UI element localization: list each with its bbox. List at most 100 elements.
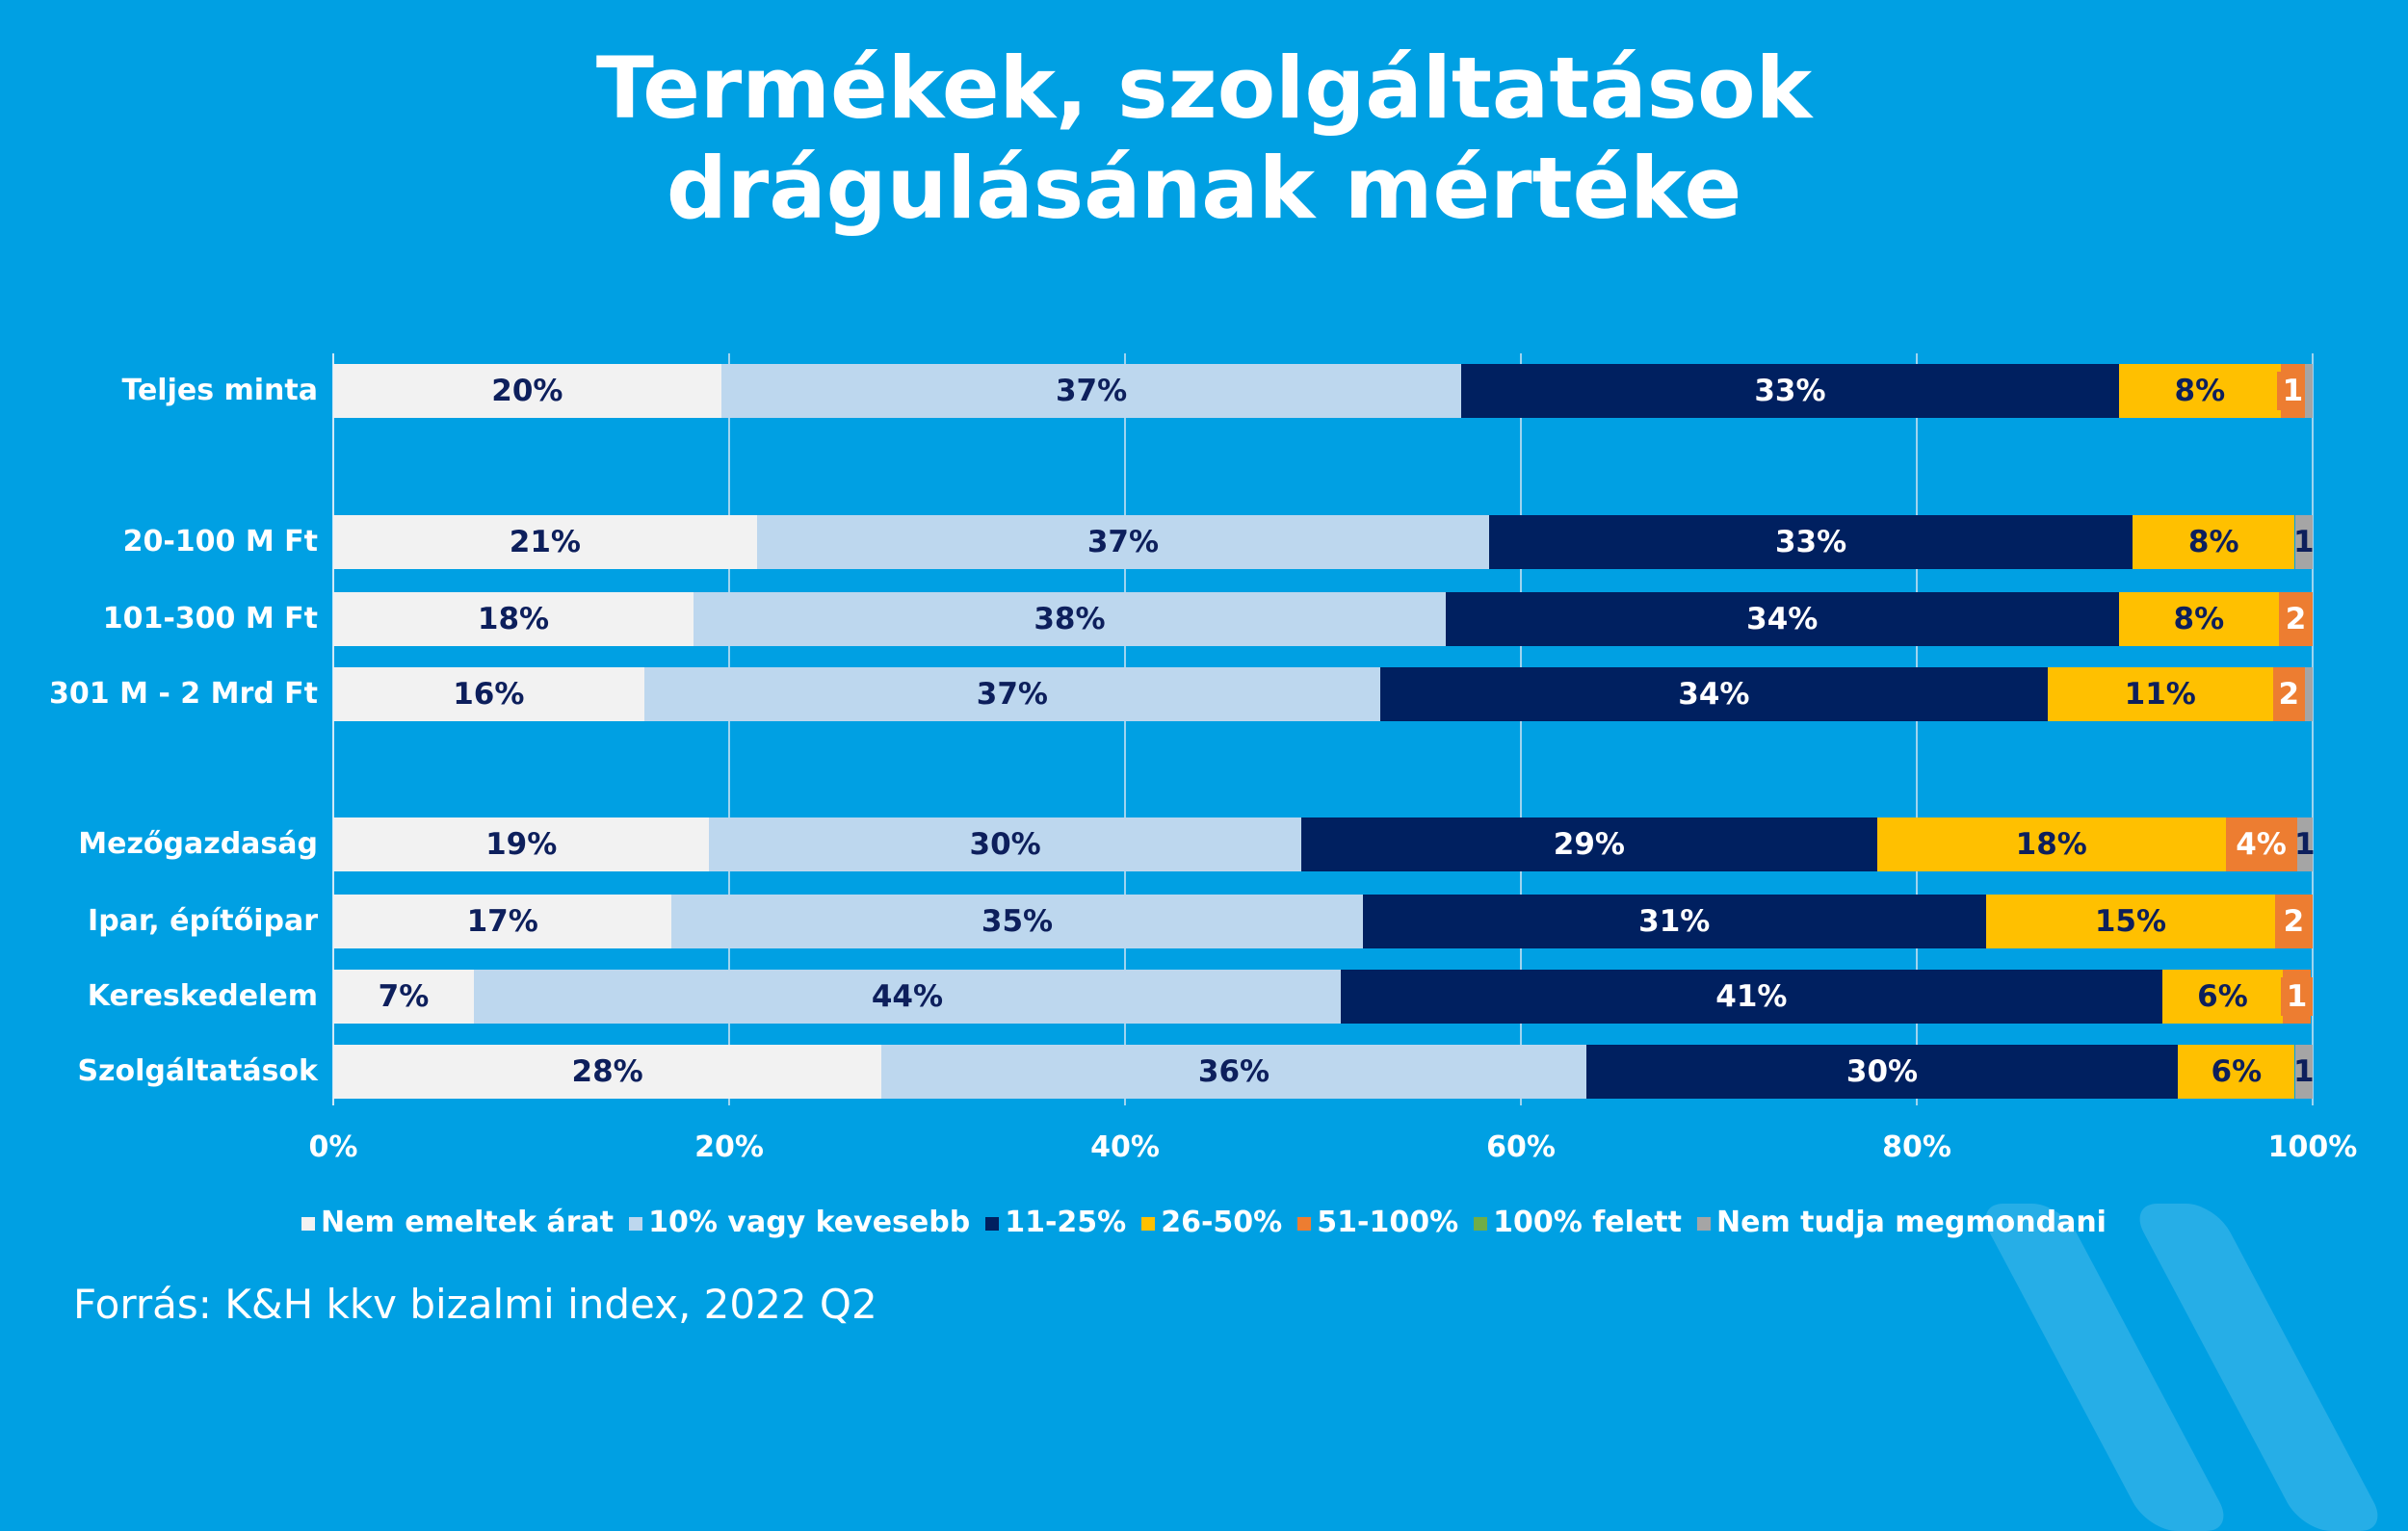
bar-segment: 29% [1300,817,1877,871]
data-label: 37% [976,677,1048,712]
gridline [2312,353,2314,1105]
x-tick-label: 60% [1486,1130,1556,1164]
category-label: Mezőgazdaság [78,827,318,861]
data-label: 36% [1197,1054,1270,1089]
data-label: 2 [2272,675,2306,714]
legend-item: Nem emeltek árat [301,1206,614,1239]
data-label: 15% [2094,904,2167,939]
bar-segment: 17% [333,895,672,948]
data-label: 44% [871,979,944,1014]
bar-segment: 28% [333,1045,882,1099]
bar-segment: 35% [671,895,1363,948]
bar-segment: 1 [2293,817,2316,871]
legend-swatch [1141,1216,1156,1231]
gridline [1520,353,1522,1105]
stacked-bar-chart: 0% 20% 40% 60% 80% 100% Teljes minta 20% 37% 33% 8… [49,353,2358,1164]
legend-item: 26-50% [1141,1206,1282,1239]
data-label: 34% [1678,677,1750,712]
data-label: 37% [1086,525,1160,559]
data-label: 1 [2293,827,2316,862]
category-label: 20-100 M Ft [122,525,318,558]
bar-segment: 37% [756,515,1490,569]
legend-swatch [985,1216,1000,1231]
x-tick-label: 40% [1090,1130,1160,1164]
data-label: 31% [1638,904,1711,939]
bar-segment: 2 [2279,592,2313,646]
category-label: Teljes minta [121,374,318,407]
source-note: Forrás: K&H kkv bizalmi index, 2022 Q2 [73,1281,877,1328]
legend-swatch [1696,1216,1711,1231]
chart-title: Termékek, szolgáltatások drágulásának mé… [0,39,2408,239]
data-label: 30% [1845,1054,1919,1089]
bar-segment: 8% [2118,592,2280,646]
title-line-2: drágulásának mértéke [666,139,1742,238]
data-label: 34% [1746,602,1819,636]
bar-segment: 37% [720,364,1462,418]
bar-segment: 4% [2225,817,2297,871]
bar-segment: 7% [333,970,474,1024]
gridline [1124,353,1126,1105]
x-tick-label: 0% [308,1130,358,1164]
data-label: 2 [2279,600,2313,638]
bar-segment: 44% [473,970,1341,1024]
data-label: 1 [2280,977,2314,1016]
bar-segment: 15% [1985,895,2275,948]
bar-segment: 30% [1585,1045,2179,1099]
bar-segment: 33% [1461,364,2119,418]
data-label: 8% [2187,525,2239,559]
legend-item: 51-100% [1297,1206,1458,1239]
data-label: 20% [491,374,563,408]
data-label: 35% [981,904,1054,939]
legend-swatch [1297,1216,1312,1231]
gridline [728,353,730,1105]
legend-swatch [1474,1216,1488,1231]
gridline [1916,353,1918,1105]
legend-label: 51-100% [1317,1206,1459,1239]
legend-swatch [301,1216,316,1231]
data-label: 33% [1754,374,1826,408]
data-label: 18% [477,602,550,636]
data-label: 1 [2276,372,2310,410]
data-label: 1 [2292,1054,2315,1089]
data-label: 17% [466,904,538,939]
bar-segment: 2 [2272,667,2306,721]
bar-segment: 1 [2276,364,2310,418]
bar-segment: 41% [1340,970,2162,1024]
category-label: Ipar, építőipar [88,904,318,938]
data-label: 30% [969,827,1041,862]
x-tick-label: 80% [1882,1130,1951,1164]
data-label: 41% [1715,979,1788,1014]
legend-swatch [629,1216,643,1231]
data-label: 38% [1034,602,1106,636]
bar-segment [2304,667,2313,721]
bar-segment: 20% [333,364,721,418]
bar-segment: 18% [333,592,694,646]
bar-segment: 19% [333,817,710,871]
data-label: 8% [2173,602,2225,636]
bar-segment: 1 [2293,515,2315,569]
legend-item: 100% felett [1474,1206,1682,1239]
data-label: 29% [1553,827,1625,862]
legend-label: 11-25% [1005,1206,1127,1239]
legend-label: 100% felett [1493,1206,1682,1239]
category-label: Kereskedelem [87,979,318,1013]
bar-segment: 6% [2161,970,2284,1024]
y-axis-line [332,353,334,1105]
x-tick-label: 100% [2267,1130,2358,1164]
bar-segment: 21% [333,515,757,569]
bar-segment: 6% [2178,1045,2295,1099]
bar-segment: 34% [1380,667,2048,721]
bar-segment: 1 [2292,1045,2315,1099]
x-tick-label: 20% [694,1130,764,1164]
category-label: Szolgáltatások [77,1054,318,1088]
legend-item: Nem tudja megmondani [1696,1206,2107,1239]
legend-label: Nem emeltek árat [321,1206,615,1239]
legend-item: 10% vagy kevesebb [629,1206,970,1239]
data-label: 11% [2124,677,2196,712]
bar-segment: 36% [881,1045,1586,1099]
data-label: 18% [2015,827,2087,862]
bar-segment: 33% [1489,515,2133,569]
bar-segment: 8% [2132,515,2295,569]
legend-label: 10% vagy kevesebb [648,1206,971,1239]
data-label: 2 [2277,902,2311,941]
